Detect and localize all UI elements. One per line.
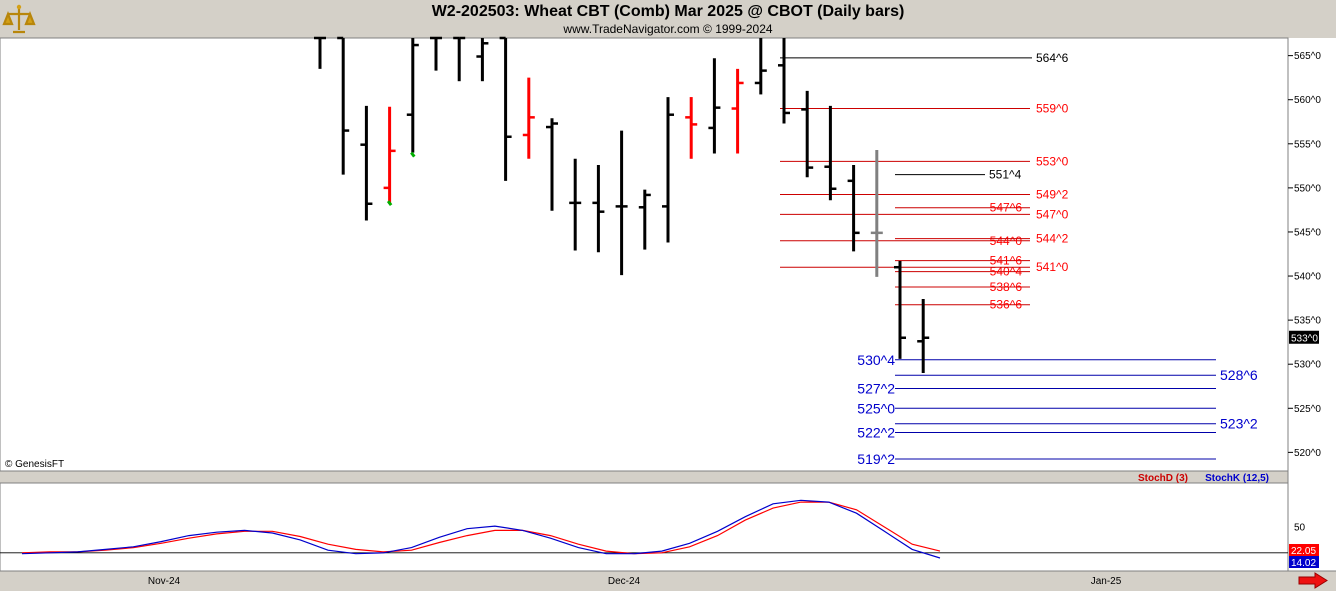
stochk-value-box <box>1289 556 1319 568</box>
level-label-blue: 522^2 <box>857 425 895 441</box>
level-label-blue: 528^6 <box>1220 367 1258 383</box>
ohlc-bar <box>499 36 512 181</box>
ohlc-bar <box>754 38 767 95</box>
chart-subtitle: www.TradeNavigator.com © 1999-2024 <box>563 22 773 36</box>
y-tick-label: 535^0 <box>1294 316 1321 327</box>
level-label-red: 541^0 <box>1036 260 1069 274</box>
y-tick-label: 555^0 <box>1294 139 1321 150</box>
price-panel <box>0 37 1289 472</box>
y-tick-label: 550^0 <box>1294 183 1321 194</box>
stochk-legend: StochK (12,5) <box>1205 473 1269 484</box>
ohlc-bar <box>870 149 883 277</box>
stochk-value-label: 14.02 <box>1291 558 1316 569</box>
level-label-black: 564^6 <box>1036 51 1069 65</box>
ohlc-bar <box>314 36 326 69</box>
chart-title: W2-202503: Wheat CBT (Comb) Mar 2025 @ C… <box>431 3 905 20</box>
stochd-value-box <box>1289 544 1319 556</box>
title-bar <box>0 0 1336 38</box>
ohlc-bar <box>360 105 373 221</box>
ohlc-bar <box>685 97 698 159</box>
scroll-right-arrow-icon[interactable] <box>1298 572 1328 589</box>
indicator-panel <box>0 482 1289 572</box>
x-tick-label: Jan-25 <box>1091 576 1122 587</box>
level-label-red: 549^2 <box>1036 187 1069 201</box>
level-label-red: 553^0 <box>1036 154 1069 168</box>
x-tick-label: Nov-24 <box>148 576 181 587</box>
y-tick-label: 530^0 <box>1294 360 1321 371</box>
level-label-red: 547^0 <box>1036 207 1069 221</box>
stoch-y-tick-label: 50 <box>1294 523 1306 534</box>
ohlc-bar <box>778 38 790 124</box>
level-label-red: 547^6 <box>990 201 1023 215</box>
y-tick-label: 545^0 <box>1294 227 1321 238</box>
ohlc-bar <box>731 68 744 154</box>
level-label-blue: 525^0 <box>857 400 895 416</box>
ohlc-bar <box>546 118 558 211</box>
level-label-red: 544^2 <box>1036 232 1069 246</box>
ohlc-bar <box>894 261 906 359</box>
ohlc-bar <box>383 106 396 207</box>
x-tick-label: Dec-24 <box>608 576 641 587</box>
ohlc-bar <box>522 77 535 159</box>
copyright-label: © GenesisFT <box>5 459 64 470</box>
level-label-red: 540^4 <box>990 265 1023 279</box>
bar-signal-mark <box>386 200 393 207</box>
ohlc-bar <box>662 97 674 243</box>
level-label-red: 559^0 <box>1036 102 1069 116</box>
ohlc-bar <box>917 298 930 374</box>
y-tick-label: 520^0 <box>1294 448 1321 459</box>
level-label-blue: 519^2 <box>857 451 895 467</box>
bar-signal-mark <box>410 151 416 158</box>
level-label-black: 551^4 <box>989 168 1022 182</box>
ohlc-bar <box>638 189 651 250</box>
ohlc-bar <box>406 38 419 158</box>
last-price-label: 533^0 <box>1291 333 1318 344</box>
stochd-legend: StochD (3) <box>1138 473 1188 484</box>
ohlc-bar <box>476 38 489 82</box>
y-axis-panel <box>1288 38 1336 571</box>
ohlc-bar <box>708 58 721 154</box>
y-tick-label: 525^0 <box>1294 404 1321 415</box>
level-label-red: 536^6 <box>990 298 1023 312</box>
last-price-box <box>1289 330 1319 344</box>
ohlc-bar <box>569 158 582 251</box>
stochd-value-label: 22.05 <box>1291 546 1316 557</box>
ohlc-bar <box>337 36 350 175</box>
level-label-blue: 530^4 <box>857 352 895 368</box>
ohlc-bar <box>453 36 466 82</box>
stochk-line <box>21 499 941 559</box>
level-label-red: 538^6 <box>990 280 1023 294</box>
level-label-red: 541^6 <box>990 254 1023 268</box>
ohlc-bar <box>824 105 837 201</box>
y-tick-label: 540^0 <box>1294 272 1321 283</box>
level-label-blue: 527^2 <box>857 380 895 396</box>
stochd-line <box>21 501 941 555</box>
y-tick-label: 565^0 <box>1294 51 1321 62</box>
ohlc-bar <box>592 164 605 253</box>
y-tick-label: 560^0 <box>1294 95 1321 106</box>
ohlc-bar <box>847 164 860 252</box>
ohlc-bar <box>801 90 814 178</box>
level-label-blue: 523^2 <box>1220 416 1258 432</box>
ohlc-bar <box>430 36 442 71</box>
genesis-logo-icon <box>2 4 36 34</box>
ohlc-bar <box>615 130 628 276</box>
level-label-red: 544^0 <box>990 234 1023 248</box>
